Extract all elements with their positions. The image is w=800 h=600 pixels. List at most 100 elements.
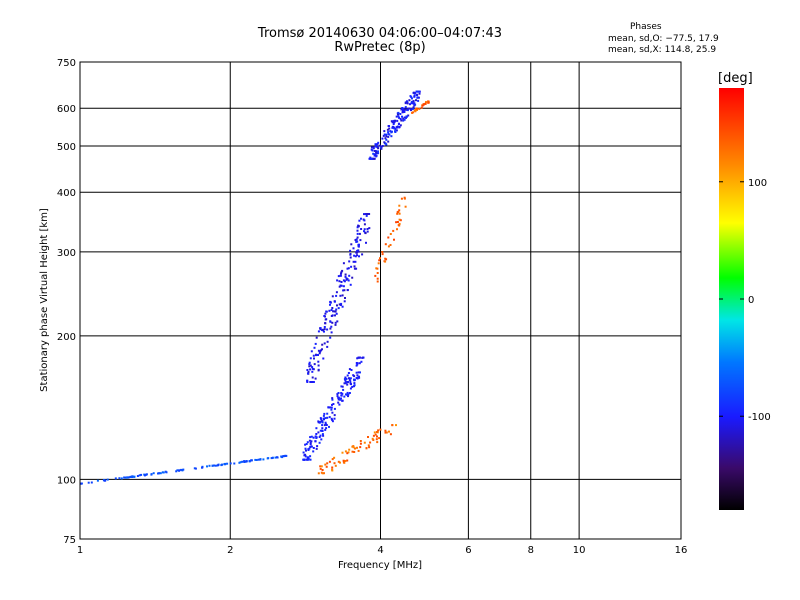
data-point (329, 406, 332, 409)
data-point (143, 474, 146, 477)
data-point (262, 458, 265, 461)
data-point (353, 384, 356, 387)
data-point (406, 109, 409, 112)
data-point (377, 262, 380, 265)
data-point (328, 425, 330, 428)
data-point (398, 125, 401, 128)
data-point (250, 459, 253, 462)
stats-x-mean: mean, sd,X: 114.8, 25.9 (608, 45, 717, 55)
data-point (319, 434, 322, 437)
data-point (392, 229, 395, 232)
data-point (138, 474, 141, 477)
data-point (387, 125, 390, 127)
data-point (360, 228, 363, 230)
data-point (312, 381, 315, 383)
stats-header: Phases (630, 22, 662, 32)
data-point (383, 133, 386, 136)
x-axis-label: Frequency [MHz] (338, 560, 422, 571)
data-point (371, 437, 374, 440)
data-point (399, 113, 402, 115)
data-point (335, 291, 338, 294)
data-point (417, 90, 420, 93)
data-point (403, 118, 406, 121)
data-point (327, 406, 330, 409)
data-point (341, 392, 344, 395)
data-point (380, 147, 383, 150)
data-point (320, 419, 323, 422)
data-point (347, 267, 350, 270)
data-point (331, 418, 334, 421)
data-point (319, 465, 322, 468)
data-point (425, 101, 427, 104)
data-point (330, 408, 333, 411)
data-point (358, 219, 361, 222)
data-point (365, 213, 368, 215)
data-point (145, 473, 148, 476)
data-point (356, 357, 359, 360)
data-point (201, 466, 204, 469)
data-point (322, 434, 325, 437)
data-point (381, 253, 384, 256)
data-point (381, 251, 384, 253)
data-point (333, 414, 336, 417)
y-tick-label: 600 (57, 104, 76, 115)
data-point (398, 218, 401, 221)
data-point (308, 439, 311, 442)
data-point (414, 110, 417, 113)
data-point (315, 427, 318, 430)
data-point (343, 395, 346, 398)
data-point (131, 475, 134, 478)
data-point (336, 393, 339, 396)
data-point (417, 96, 420, 99)
data-point (349, 380, 352, 383)
data-point (392, 123, 395, 125)
x-tick-label: 6 (465, 545, 471, 556)
data-point (369, 156, 372, 159)
data-point (337, 401, 340, 404)
data-point (338, 285, 341, 288)
data-point (337, 396, 340, 399)
data-point (280, 455, 283, 458)
data-point (340, 272, 342, 275)
data-point (418, 92, 421, 95)
data-point (259, 458, 262, 461)
data-point (344, 275, 347, 278)
data-point (370, 146, 373, 149)
data-point (395, 221, 398, 224)
data-point (344, 273, 347, 276)
data-point (391, 121, 394, 124)
data-point (302, 458, 305, 461)
data-point (410, 102, 413, 105)
data-point (342, 388, 345, 391)
data-point (348, 378, 351, 381)
data-point (336, 320, 339, 323)
data-point (317, 431, 320, 434)
data-point (309, 446, 312, 448)
data-point (340, 392, 343, 394)
data-point (357, 376, 360, 378)
data-point (342, 262, 345, 265)
data-point (350, 383, 352, 386)
data-point (397, 115, 400, 118)
data-point (410, 100, 413, 103)
data-point (152, 472, 155, 475)
data-point (385, 135, 388, 138)
data-point (331, 469, 334, 472)
data-point (390, 131, 393, 134)
data-point (368, 446, 371, 449)
data-point (333, 407, 336, 410)
data-point (399, 124, 402, 127)
data-point (323, 424, 326, 427)
data-point (317, 349, 320, 352)
data-point (305, 449, 307, 452)
data-point (387, 131, 390, 134)
data-point (387, 245, 390, 248)
data-point (398, 212, 401, 215)
data-point (348, 377, 350, 380)
data-point (334, 314, 336, 317)
data-point (90, 481, 93, 484)
data-point (381, 137, 384, 140)
data-point (354, 260, 357, 263)
data-point (323, 326, 326, 328)
data-point (390, 135, 393, 138)
